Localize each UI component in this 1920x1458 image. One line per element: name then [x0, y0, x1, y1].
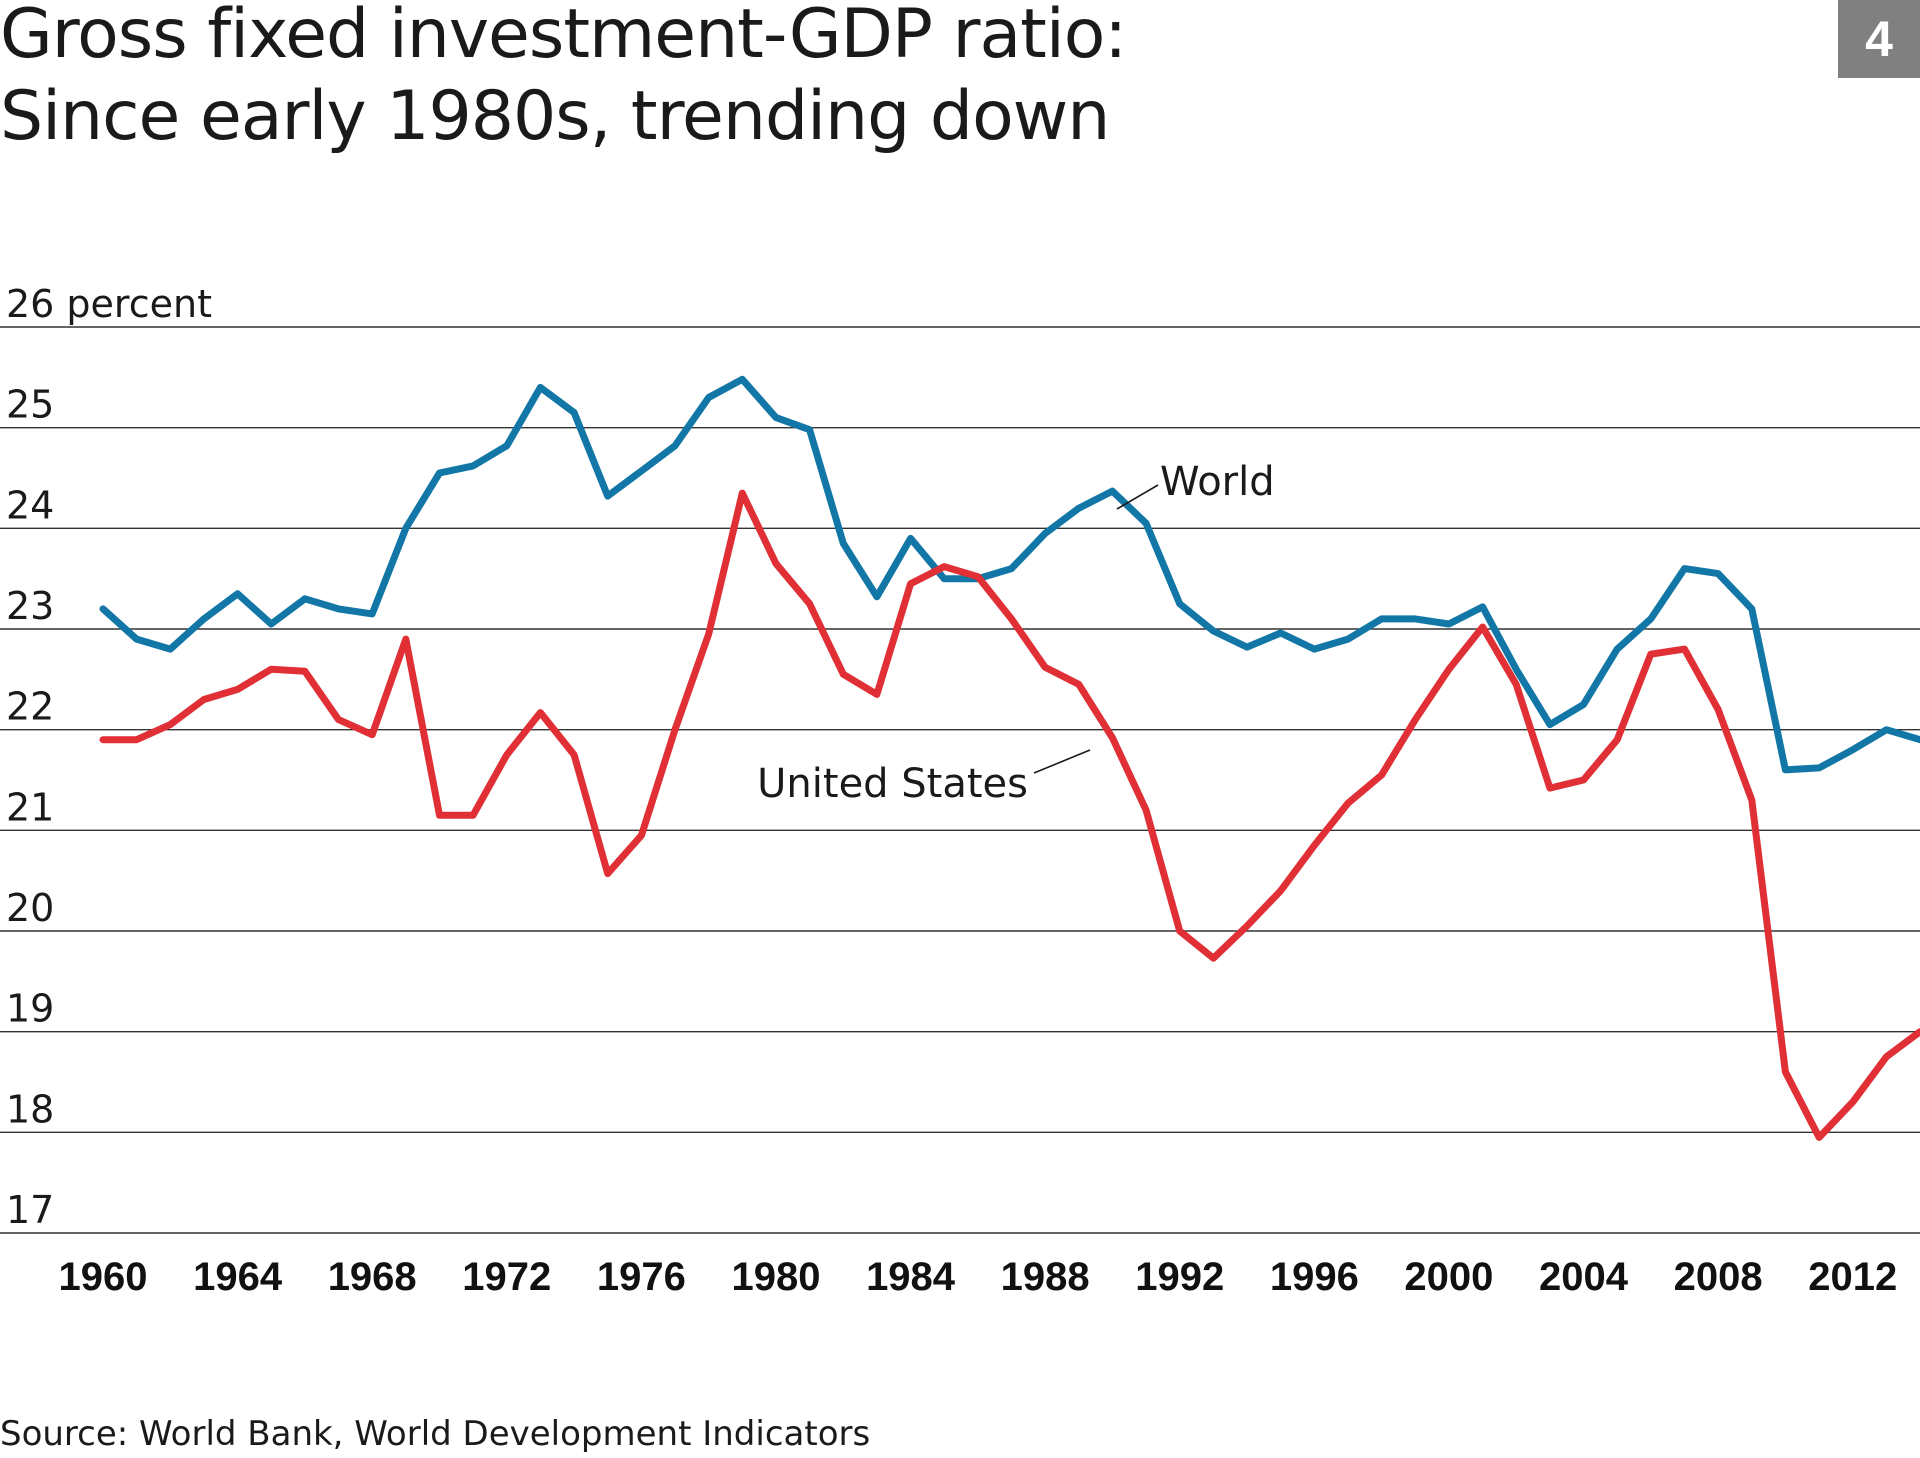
y-tick-label-20: 20	[6, 886, 54, 930]
gridlines	[0, 326, 1920, 1234]
x-tick-label-1996: 1996	[1270, 1255, 1359, 1299]
x-axis-labels: 1960 1964 1968 1972 1976 1980 1984 1988 1992 1996…	[59, 1255, 1898, 1299]
x-tick-label-1968: 1968	[328, 1255, 417, 1299]
series-line-world	[99, 375, 1920, 774]
chart-title-line2: Since early 1980s, trending down	[0, 77, 1110, 156]
x-tick-label-1984: 1984	[866, 1255, 956, 1299]
x-tick-label-1976: 1976	[597, 1255, 686, 1299]
series-lines	[99, 375, 1920, 1141]
series-annotations: World United States	[757, 459, 1275, 807]
annotation-leader-world	[1116, 484, 1159, 510]
source-note: Source: World Bank, World Development In…	[0, 1414, 871, 1454]
y-tick-label-17: 17	[6, 1188, 54, 1232]
y-tick-label-21: 21	[6, 785, 54, 829]
y-tick-label-19: 19	[6, 987, 54, 1031]
y-tick-label-18: 18	[6, 1087, 54, 1131]
annotation-leader-united-states	[1033, 749, 1091, 774]
x-tick-label-1980: 1980	[731, 1255, 820, 1299]
x-tick-label-1988: 1988	[1001, 1255, 1090, 1299]
x-tick-label-1992: 1992	[1135, 1255, 1224, 1299]
y-tick-label-25: 25	[6, 383, 54, 427]
x-tick-label-2012: 2012	[1808, 1255, 1897, 1299]
x-tick-label-2008: 2008	[1674, 1255, 1763, 1299]
annotation-label-world: World	[1160, 459, 1275, 505]
x-tick-label-2004: 2004	[1539, 1255, 1629, 1299]
chart-title-line1: Gross fixed investment-GDP ratio:	[0, 0, 1127, 74]
figure-number-badge: 4	[1838, 0, 1920, 78]
chart-title: Gross fixed investment-GDP ratio: Since …	[0, 0, 1127, 158]
annotation-label-united-states: United States	[757, 761, 1028, 807]
series-line-united-states	[99, 489, 1920, 1141]
y-tick-label-23: 23	[6, 584, 54, 628]
x-tick-label-1964: 1964	[193, 1255, 283, 1299]
y-tick-label-22: 22	[6, 685, 54, 729]
x-tick-label-1960: 1960	[59, 1255, 148, 1299]
y-tick-label-26: 26 percent	[6, 282, 212, 326]
x-tick-label-1972: 1972	[462, 1255, 551, 1299]
y-tick-label-24: 24	[6, 483, 54, 527]
x-tick-label-2000: 2000	[1404, 1255, 1493, 1299]
y-axis-labels: 26 percent 25 24 23 22 21 20 19 18 17	[6, 282, 212, 1232]
